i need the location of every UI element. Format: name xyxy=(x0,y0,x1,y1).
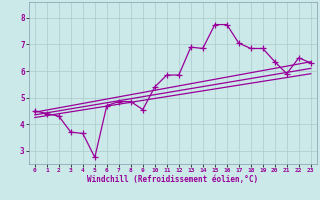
X-axis label: Windchill (Refroidissement éolien,°C): Windchill (Refroidissement éolien,°C) xyxy=(87,175,258,184)
